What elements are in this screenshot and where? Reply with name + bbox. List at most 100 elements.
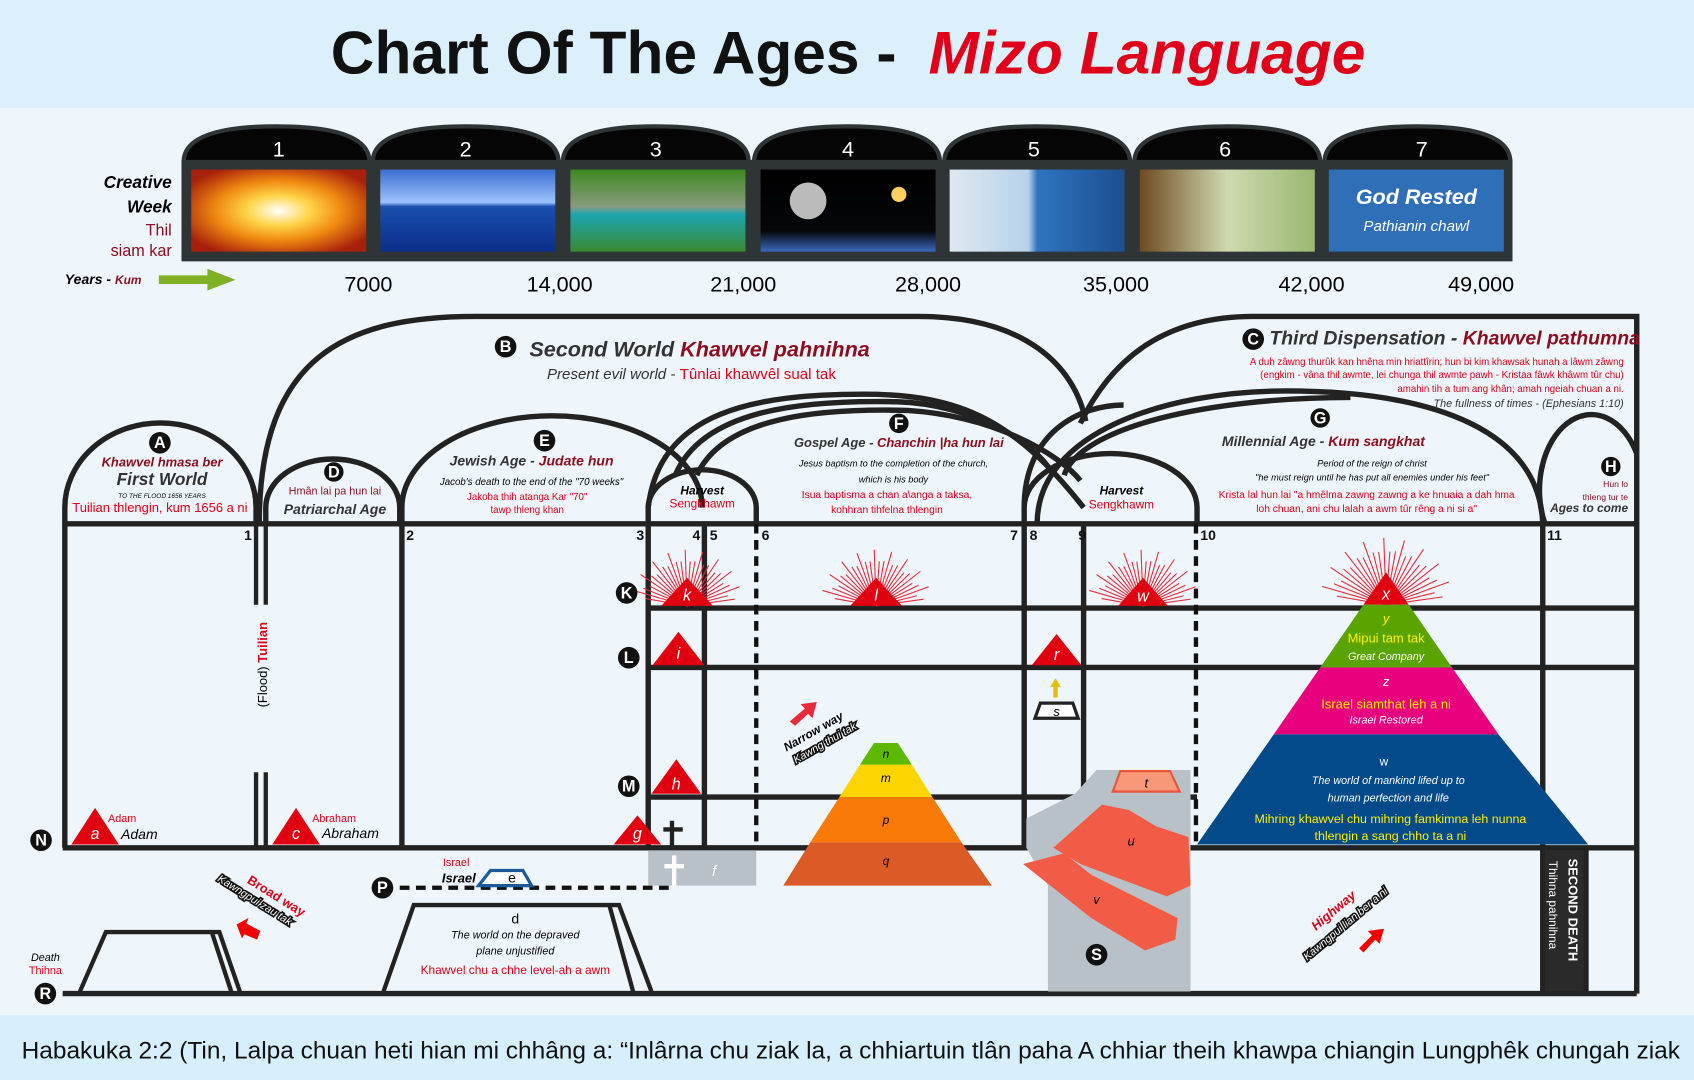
d-mz: Khawvel chu a chhe level-ah a awm bbox=[421, 963, 611, 977]
day-4-image bbox=[760, 169, 936, 252]
svg-text:Jesus baptism to the completio: Jesus baptism to the completion of the c… bbox=[798, 459, 988, 469]
svg-text:tawp thleng khan: tawp thleng khan bbox=[490, 505, 563, 516]
svg-text:Great Company: Great Company bbox=[1348, 651, 1425, 663]
point-h: h bbox=[651, 759, 702, 794]
band-w bbox=[1197, 734, 1589, 845]
svg-text:m: m bbox=[881, 771, 891, 785]
up-arrow-icon bbox=[1050, 678, 1061, 698]
period-8: 8 bbox=[1030, 527, 1038, 543]
svg-text:r: r bbox=[1054, 646, 1060, 664]
years-arrow bbox=[158, 268, 236, 291]
svg-text:Adam: Adam bbox=[108, 813, 136, 825]
svg-text:TO THE FLOOD 1656 YEARS: TO THE FLOOD 1656 YEARS bbox=[118, 493, 206, 500]
day-7-number: 7 bbox=[1416, 137, 1428, 162]
d-letter: d bbox=[511, 910, 519, 926]
day-1-image bbox=[191, 169, 367, 252]
band-m bbox=[839, 764, 933, 798]
second-death-mz: Thihna pahnihna bbox=[1546, 861, 1560, 950]
week-label: Week bbox=[127, 197, 173, 217]
svg-text:Present evil world - Tûnlai kh: Present evil world - Tûnlai khawvêl sual… bbox=[547, 366, 836, 383]
israel-en: Israel bbox=[442, 870, 476, 885]
day-arch bbox=[370, 124, 561, 165]
day-arch bbox=[1322, 124, 1513, 165]
period-6: 6 bbox=[762, 527, 770, 543]
marker-k: K bbox=[615, 582, 638, 604]
year-label-5: 35,000 bbox=[1083, 272, 1149, 297]
svg-text:Abraham: Abraham bbox=[312, 813, 356, 825]
creative-label: Creative bbox=[104, 172, 173, 192]
marker-g: G bbox=[1310, 408, 1330, 428]
death-mz: Thihna bbox=[29, 965, 62, 977]
svg-text:Adam: Adam bbox=[120, 826, 158, 842]
band-x bbox=[1363, 572, 1409, 605]
svg-text:which is his body: which is his body bbox=[859, 475, 930, 485]
svg-text:p: p bbox=[882, 813, 890, 827]
section-e: Jewish Age - Judate hun Jacob's death to… bbox=[439, 452, 624, 516]
period-9: 9 bbox=[1078, 527, 1086, 543]
day-6-number: 6 bbox=[1219, 137, 1231, 162]
cross-icon bbox=[663, 820, 683, 849]
second-death-en: SECOND DEATH bbox=[1566, 859, 1581, 962]
day-1-number: 1 bbox=[273, 137, 285, 162]
svg-text:E: E bbox=[539, 432, 550, 450]
day-7-panel bbox=[1328, 169, 1504, 252]
point-e-plane bbox=[475, 868, 535, 888]
svg-text:Sengkhawm: Sengkhawm bbox=[670, 497, 735, 511]
section-c: Third Dispensation - Khawvel pathumna A … bbox=[1250, 328, 1640, 411]
page-title: Chart Of The Ages - Mizo Language bbox=[331, 18, 1366, 86]
highway-arrow-icon bbox=[1359, 928, 1384, 953]
svg-text:N: N bbox=[35, 832, 47, 850]
svg-text:Harvest: Harvest bbox=[680, 484, 725, 498]
svg-text:F: F bbox=[894, 415, 904, 433]
narrow-way-arrow-icon bbox=[789, 702, 817, 726]
marker-l: L bbox=[617, 646, 640, 669]
point-e: e bbox=[508, 869, 516, 885]
svg-text:B: B bbox=[500, 338, 512, 356]
section-g: Millennial Age - Kum sangkhat Period of … bbox=[1219, 433, 1515, 515]
svg-text:Khawvel hmasa ber: Khawvel hmasa ber bbox=[102, 455, 224, 470]
period-5: 5 bbox=[710, 527, 718, 543]
svg-text:Israel siamthat leh a ni: Israel siamthat leh a ni bbox=[1321, 696, 1451, 711]
svg-text:s: s bbox=[1053, 704, 1060, 719]
svg-text:A duh zâwng thurûk kan hnêna m: A duh zâwng thurûk kan hnêna min hriattî… bbox=[1250, 357, 1624, 368]
svg-text:Hun lo: Hun lo bbox=[1603, 479, 1628, 489]
svg-text:P: P bbox=[377, 879, 388, 897]
marker-d: D bbox=[324, 462, 344, 482]
svg-text:thleng tur te: thleng tur te bbox=[1583, 492, 1629, 502]
day-7-title: God Rested bbox=[1356, 184, 1478, 209]
section-h: Hun lo thleng tur te Ages to come bbox=[1549, 479, 1628, 515]
marker-a: A bbox=[149, 432, 171, 454]
point-g: g bbox=[613, 815, 662, 845]
year-label-7: 49,000 bbox=[1448, 272, 1514, 297]
svg-text:A: A bbox=[154, 434, 166, 452]
svg-text:M: M bbox=[622, 778, 635, 796]
svg-text:The fullness of times - (Ephes: The fullness of times - (Ephesians 1:10) bbox=[1434, 398, 1624, 410]
svg-text:Abraham: Abraham bbox=[321, 825, 379, 841]
day-6-image bbox=[1139, 169, 1315, 252]
svg-text:t: t bbox=[1144, 775, 1149, 790]
section-b: Second World Khawvel pahnihna Present ev… bbox=[529, 336, 869, 383]
broad-way-arrow-icon bbox=[236, 918, 261, 940]
svg-text:Patriarchal Age: Patriarchal Age bbox=[284, 501, 387, 517]
marker-m: M bbox=[617, 775, 640, 798]
svg-text:R: R bbox=[40, 985, 52, 1003]
svg-text:Hmân lai pa hun lai: Hmân lai pa hun lai bbox=[289, 486, 381, 498]
years-label: Years - Kum bbox=[65, 271, 142, 287]
period-2: 2 bbox=[406, 527, 414, 543]
svg-text:Israel Restored: Israel Restored bbox=[1349, 715, 1423, 727]
svg-text:thlengin a sang chho ta a ni: thlengin a sang chho ta a ni bbox=[1315, 829, 1467, 843]
section-a: Khawvel hmasa ber First World TO THE FLO… bbox=[72, 455, 247, 515]
marker-n: N bbox=[30, 829, 52, 852]
band-y bbox=[1320, 604, 1452, 668]
svg-text:z: z bbox=[1382, 674, 1390, 689]
svg-text:Millennial Age - Kum sangkhat: Millennial Age - Kum sangkhat bbox=[1222, 433, 1426, 449]
israel-mz: Israel bbox=[443, 857, 469, 869]
point-t-plane bbox=[1111, 770, 1182, 793]
svg-text:Jakoba thih atanga Kar "70": Jakoba thih atanga Kar "70" bbox=[467, 492, 588, 503]
period-10: 10 bbox=[1200, 527, 1216, 543]
harvest-1: Harvest Sengkhawm bbox=[670, 484, 735, 511]
svg-text:H: H bbox=[1605, 458, 1617, 476]
svg-text:k: k bbox=[683, 586, 692, 604]
small-pyramid: n m p q bbox=[783, 743, 992, 886]
